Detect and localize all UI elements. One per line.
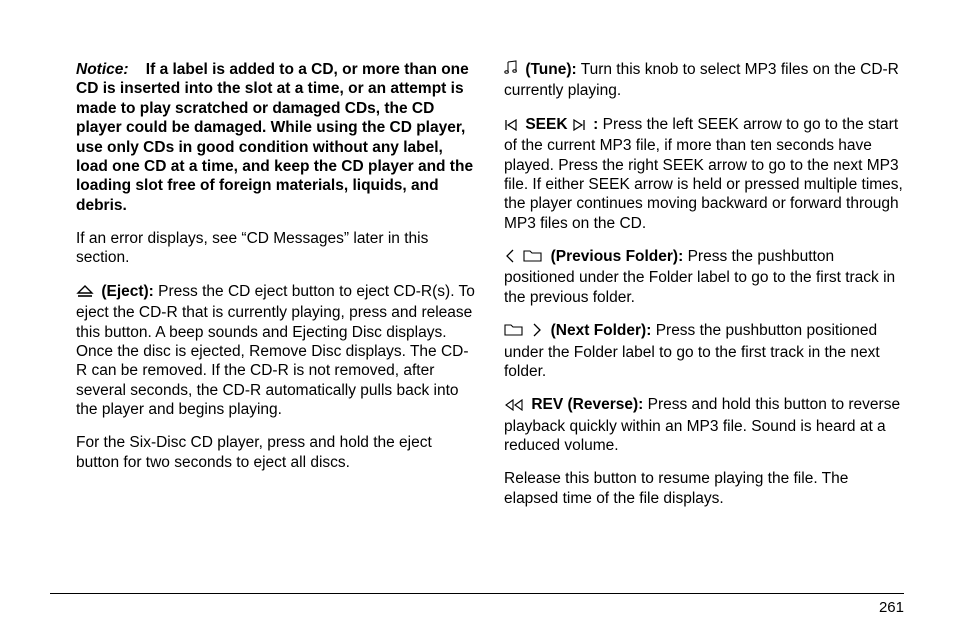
seek-text: Press the left SEEK arrow to go to the s… (504, 116, 903, 232)
notice-paragraph: Notice: If a label is added to a CD, or … (76, 60, 476, 215)
eject-label: (Eject): (101, 283, 154, 300)
seek-right-icon (572, 117, 586, 136)
left-column: Notice: If a label is added to a CD, or … (76, 60, 476, 522)
notice-label: Notice: (76, 61, 129, 78)
seek-left-icon (504, 117, 518, 136)
notice-text: If a label is added to a CD, or more tha… (76, 61, 473, 214)
footer-rule (50, 593, 904, 594)
eject-icon (76, 284, 94, 303)
reverse-icon (504, 397, 524, 416)
seek-label: SEEK (525, 116, 567, 133)
tune-paragraph: (Tune): Turn this knob to select MP3 fil… (504, 60, 904, 101)
eject-paragraph: (Eject): Press the CD eject button to ej… (76, 282, 476, 420)
tune-note-icon (504, 60, 518, 81)
seek-colon: : (593, 116, 598, 133)
error-paragraph: If an error displays, see “CD Messages” … (76, 229, 476, 268)
chevron-right-icon (531, 323, 543, 342)
next-folder-label: (Next Folder): (551, 322, 652, 339)
tune-label: (Tune): (525, 61, 576, 78)
seek-paragraph: SEEK : Press the left SEEK arrow to go t… (504, 115, 904, 233)
chevron-left-icon (504, 249, 516, 268)
eject-text: Press the CD eject button to eject CD-R(… (76, 283, 475, 418)
six-disc-paragraph: For the Six-Disc CD player, press and ho… (76, 433, 476, 472)
prev-folder-label: (Previous Folder): (551, 248, 684, 265)
folder-icon (523, 249, 543, 268)
two-column-layout: Notice: If a label is added to a CD, or … (76, 60, 904, 522)
prev-folder-paragraph: (Previous Folder): Press the pushbutton … (504, 247, 904, 307)
rev-paragraph: REV (Reverse): Press and hold this butto… (504, 395, 904, 455)
page-number: 261 (879, 599, 904, 618)
folder-icon (504, 323, 524, 342)
release-paragraph: Release this button to resume playing th… (504, 469, 904, 508)
right-column: (Tune): Turn this knob to select MP3 fil… (504, 60, 904, 522)
next-folder-paragraph: (Next Folder): Press the pushbutton posi… (504, 321, 904, 381)
rev-label: REV (Reverse): (531, 396, 643, 413)
